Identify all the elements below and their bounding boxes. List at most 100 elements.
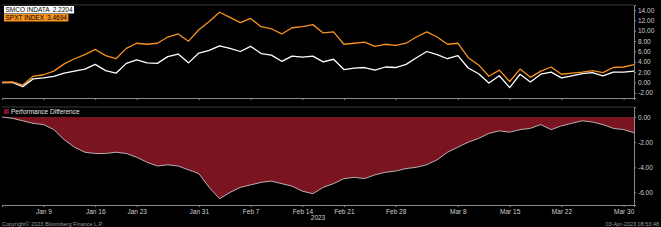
y-axis: -6.00 -4.00 -2.00 0.00	[634, 108, 653, 206]
y-tick-mark	[634, 72, 636, 73]
x-tick	[199, 98, 200, 100]
x-tick-mark	[396, 98, 397, 100]
y-tick-label: 2.00	[638, 69, 651, 76]
area-edge	[2, 117, 634, 199]
area	[2, 117, 634, 199]
y-tick: 10.00	[634, 27, 655, 34]
legend: Performance Difference	[4, 108, 80, 115]
x-tick-label: Mar 22	[552, 208, 573, 215]
x-tick	[251, 98, 252, 100]
y-tick: -4.00	[634, 164, 653, 171]
x-axis-line	[3, 99, 635, 101]
legend-swatch	[4, 6, 74, 14]
x-tick: Jan 23	[127, 205, 147, 215]
y-tick: -2.00	[634, 89, 653, 96]
y-tick-label: -4.00	[638, 164, 653, 171]
x-tick	[458, 98, 459, 100]
y-tick: 12.00	[634, 17, 655, 24]
footer-note: 03-Apr-2023 08:53:48	[605, 221, 659, 227]
x-tick: Mar 22	[552, 205, 573, 215]
y-tick-mark	[634, 192, 636, 193]
x-tick-label: Jan 9	[36, 208, 52, 215]
y-tick-label: 10.00	[638, 27, 655, 34]
x-tick-mark	[199, 98, 200, 100]
x-tick-mark	[302, 98, 303, 100]
x-tick	[302, 98, 303, 100]
x-tick-mark	[624, 98, 625, 100]
x-tick-mark	[251, 98, 252, 100]
y-tick-mark	[634, 142, 636, 143]
y-tick: 0.00	[634, 79, 651, 86]
y-tick-label: 0.00	[638, 79, 651, 86]
y-tick: 14.00	[634, 7, 655, 14]
line	[2, 46, 634, 88]
y-tick-mark	[634, 52, 636, 53]
x-tick	[95, 98, 96, 100]
y-tick-mark	[634, 41, 636, 42]
y-tick-label: 6.00	[638, 48, 651, 55]
x-tick-mark	[510, 98, 511, 100]
x-tick-label: Jan 16	[86, 208, 106, 215]
plot-area	[2, 12, 634, 87]
background	[0, 0, 661, 227]
y-tick: -2.00	[634, 139, 653, 146]
y-tick-label: 8.00	[638, 38, 651, 45]
x-tick	[137, 98, 138, 100]
plot-area	[2, 117, 634, 199]
x-tick-label: Feb 28	[386, 208, 407, 215]
y-tick: 8.00	[634, 38, 651, 45]
y-tick: -6.00	[634, 189, 653, 196]
x-tick: Feb 7	[243, 205, 260, 215]
x-tick: Jan 9	[36, 205, 52, 215]
legend: SMCO INDATA2.2204SPXT INDEX3.4694	[4, 6, 74, 22]
y-tick: 6.00	[634, 48, 651, 55]
frame-line	[2, 5, 634, 6]
legend-value: 2.2204	[53, 6, 73, 13]
y-tick-mark	[634, 167, 636, 168]
x-tick-label: Mar 15	[500, 208, 521, 215]
x-tick-mark	[137, 98, 138, 100]
x-axis	[3, 98, 635, 100]
x-tick: Mar 15	[500, 205, 521, 215]
legend-entry: Performance Difference	[4, 108, 80, 115]
y-tick-mark	[634, 21, 636, 22]
panel-1: Jan 9Jan 16Jan 23Jan 31Feb 7Feb 14Feb 21…	[2, 107, 659, 227]
legend-swatch	[4, 109, 9, 114]
x-tick-label: Jan 31	[190, 208, 210, 215]
legend-label: SPXT INDEX	[6, 14, 45, 21]
x-tick: Feb 28	[386, 205, 407, 215]
x-tick	[43, 98, 44, 100]
x-tick	[396, 98, 397, 100]
x-tick-label: Feb 21	[334, 208, 355, 215]
x-tick-mark	[43, 98, 44, 100]
x-tick: Mar 30	[614, 205, 635, 215]
line	[2, 12, 634, 85]
legend-entry: SPXT INDEX3.4694	[4, 14, 68, 22]
panel-0: -2.000.002.004.006.008.0010.0012.0014.00…	[2, 5, 655, 100]
y-tick-label: -6.00	[638, 189, 653, 196]
x-tick: Feb 21	[334, 205, 355, 215]
y-tick: 2.00	[634, 69, 651, 76]
frame-line	[2, 107, 634, 108]
x-tick	[561, 98, 562, 100]
y-tick-label: 12.00	[638, 17, 655, 24]
y-tick-label: -2.00	[638, 139, 653, 146]
legend-label: SMCO INDATA	[6, 6, 51, 13]
y-axis-line	[635, 108, 637, 206]
x-tick: Jan 31	[190, 205, 210, 215]
legend-swatch	[4, 14, 68, 22]
y-tick: 0.00	[634, 114, 651, 121]
x-tick	[344, 98, 345, 100]
y-tick-mark	[634, 62, 636, 63]
x-tick-mark	[344, 98, 345, 100]
y-axis-line	[635, 6, 637, 99]
y-tick-mark	[634, 83, 636, 84]
y-axis: -2.000.002.004.006.008.0010.0012.0014.00	[634, 6, 655, 99]
y-tick-mark	[634, 31, 636, 32]
x-tick-mark	[95, 98, 96, 100]
x-tick-label: Mar 8	[450, 208, 467, 215]
y-tick-mark	[634, 10, 636, 11]
x-tick	[510, 98, 511, 100]
chart-canvas: -2.000.002.004.006.008.0010.0012.0014.00…	[0, 0, 661, 227]
x-axis-title: 2023	[311, 214, 326, 221]
